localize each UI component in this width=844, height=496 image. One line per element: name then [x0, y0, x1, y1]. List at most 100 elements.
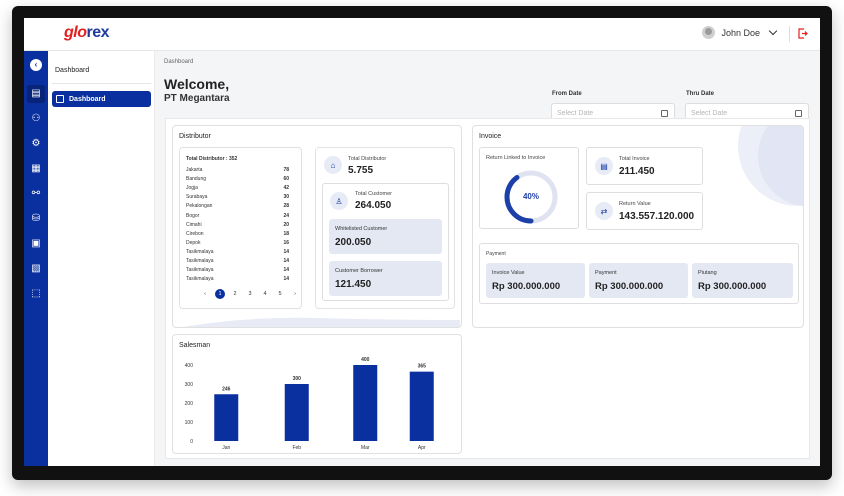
- total-customer-label: Total Customer: [355, 191, 392, 197]
- invoice-value-value: Rp 300.000.000: [492, 281, 561, 292]
- distributor-list: Total Distributor : 352 Jakarta 78 Bandung…: [186, 155, 289, 284]
- distributor-city: Jakarta: [186, 167, 203, 174]
- distributor-city: Surabaya: [186, 194, 208, 201]
- distributor-list-item: Cirebon 18: [186, 230, 289, 239]
- distributor-count: 42: [283, 185, 289, 192]
- y-tick-label: 0: [190, 439, 193, 445]
- invoice-title: Invoice: [479, 133, 502, 140]
- distributor-count: 18: [283, 230, 289, 237]
- breadcrumb[interactable]: Dashboard: [164, 59, 194, 65]
- chevron-right-icon[interactable]: ›: [294, 291, 296, 297]
- x-tick-label: Jan: [222, 445, 230, 451]
- distributor-city: Tasikmalaya: [186, 267, 214, 274]
- customer-borrower-card: Customer Borrower 121.450: [329, 261, 442, 296]
- distributor-city: Bandung: [186, 176, 207, 183]
- salesman-title: Salesman: [179, 342, 211, 349]
- salesman-bar-chart: 0 100 200 300 400 246 Jan 300 Feb 400 Mar 365 Apr: [185, 357, 434, 451]
- divider: [789, 26, 790, 42]
- bar-apr[interactable]: [409, 371, 434, 441]
- dashboard-icon[interactable]: ▤: [27, 85, 45, 103]
- top-bar: glorex John Doe: [24, 18, 820, 51]
- subnav-item-dashboard[interactable]: Dashboard: [52, 91, 151, 107]
- page-5[interactable]: 5: [278, 291, 282, 297]
- document-icon: ▤: [595, 157, 613, 175]
- total-customer-value: 264.050: [355, 200, 392, 211]
- borrower-label: Customer Borrower: [335, 268, 383, 274]
- distributor-count: 14: [283, 267, 289, 274]
- return-icon: ⇄: [595, 202, 613, 220]
- distributor-list-item: Jogja 42: [186, 184, 289, 193]
- distributor-city: Tasikmalaya: [186, 276, 214, 283]
- distributor-list-card: Total Distributor : 352 Jakarta 78 Bandung…: [179, 147, 302, 309]
- payment-card: Payment Invoice Value Rp 300.000.000 Pay…: [479, 243, 799, 304]
- invoice-icon[interactable]: ▣: [31, 238, 41, 249]
- invoice-value-label: Invoice Value: [492, 270, 525, 276]
- distributor-count: 14: [283, 276, 289, 283]
- logout-icon[interactable]: [798, 28, 808, 39]
- page-4[interactable]: 4: [263, 291, 267, 297]
- salesman-card: Salesman 0 100 200 300 400 246 Jan 300 Feb 400 Mar…: [172, 334, 462, 454]
- distributor-count: 60: [283, 176, 289, 183]
- piutang-card: Piutang Rp 300.000.000: [692, 263, 793, 298]
- calendar-icon[interactable]: [661, 110, 668, 117]
- invoice-value-card: Invoice Value Rp 300.000.000: [486, 263, 585, 298]
- distributor-city: Cirebon: [186, 230, 204, 237]
- spacer: [316, 148, 317, 149]
- total-invoice-value: 211.450: [619, 166, 655, 177]
- bar-feb[interactable]: [284, 384, 309, 441]
- distributor-count: 24: [283, 212, 289, 219]
- main-content: Dashboard Welcome, PT Megantara From Dat…: [155, 51, 820, 466]
- package-icon[interactable]: ⬚: [31, 288, 41, 299]
- total-customer-card: ♙ Total Customer 264.050 Whitelisted Cus…: [322, 183, 449, 301]
- settings-icon[interactable]: ⚙: [31, 138, 41, 149]
- from-date-placeholder: Select Date: [557, 110, 594, 117]
- return-linked-label: Return Linked to Invoice: [486, 155, 546, 161]
- distributor-count: 20: [283, 221, 289, 228]
- pagination: ‹ 1 2 3 4 5 ›: [200, 289, 300, 299]
- page-1[interactable]: 1: [215, 289, 225, 299]
- bar-mar[interactable]: [353, 365, 378, 441]
- inventory-icon[interactable]: ⛁: [31, 213, 41, 224]
- distributor-count: 14: [283, 258, 289, 265]
- dashboard-icon: [56, 95, 64, 103]
- back-icon[interactable]: ‹: [30, 59, 42, 71]
- app-screen: glorex John Doe ‹ ▤ ⚇ ⚙ ▦ ⚯ ⛁ ▣ ▧ ⬚ Dash…: [24, 18, 820, 466]
- bar-jan[interactable]: [214, 394, 239, 441]
- distributor-list-item: Depok 16: [186, 239, 289, 248]
- return-value-label: Return Value: [619, 201, 651, 207]
- store-icon[interactable]: ▦: [31, 163, 41, 174]
- dashboard-panel: Distributor Total Distributor : 352 Jaka…: [165, 118, 810, 459]
- subnav-item-label: Dashboard: [69, 95, 106, 103]
- user-name: John Doe: [721, 27, 760, 38]
- return-linked-card: Return Linked to Invoice 40%: [479, 147, 579, 229]
- user-menu[interactable]: John Doe: [702, 26, 778, 39]
- distributor-city: Tasikmalaya: [186, 248, 214, 255]
- subnav-title: Dashboard: [55, 67, 90, 74]
- icon-rail: ‹ ▤ ⚇ ⚙ ▦ ⚯ ⛁ ▣ ▧ ⬚: [24, 51, 48, 466]
- distributor-list-item: Bandung 60: [186, 175, 289, 184]
- chevron-down-icon: [768, 26, 778, 36]
- y-tick-label: 300: [185, 382, 194, 388]
- store-icon: ⌂: [324, 156, 342, 174]
- logo-part-a: glo: [64, 24, 87, 41]
- page-2[interactable]: 2: [233, 291, 237, 297]
- network-icon[interactable]: ⚯: [31, 188, 41, 199]
- distributor-list-item: Bogor 24: [186, 212, 289, 221]
- y-tick-label: 100: [185, 420, 194, 426]
- bar-value-label: 365: [418, 364, 427, 370]
- bar-value-label: 246: [222, 386, 231, 392]
- distributor-list-item: Pekalongan 28: [186, 202, 289, 211]
- borrower-value: 121.450: [335, 279, 372, 290]
- document-icon[interactable]: ▧: [31, 263, 41, 274]
- distributor-city: Depok: [186, 239, 201, 246]
- invoice-card: Invoice Return Linked to Invoice 40% ▤ T…: [472, 125, 804, 328]
- users-icon[interactable]: ⚇: [31, 113, 41, 124]
- avatar: [702, 26, 716, 39]
- calendar-icon[interactable]: [795, 110, 802, 117]
- page-3[interactable]: 3: [248, 291, 252, 297]
- distributor-count: 28: [283, 203, 289, 210]
- chevron-left-icon[interactable]: ‹: [204, 291, 206, 297]
- user-icon: ♙: [330, 192, 348, 210]
- app-logo[interactable]: glorex: [64, 24, 110, 42]
- whitelisted-value: 200.050: [335, 237, 372, 248]
